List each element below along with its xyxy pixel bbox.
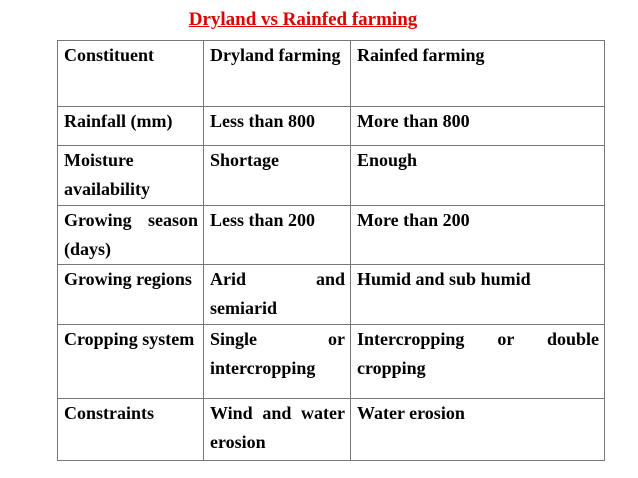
comparison-table: Constituent Dryland farming Rainfed farmin… bbox=[57, 40, 605, 461]
cell: Humid and sub humid bbox=[350, 264, 605, 325]
cell: Cropping system bbox=[57, 324, 204, 399]
table-row: Growing regions Arid and semiarid Humid an… bbox=[57, 264, 605, 325]
cell: Wind and water erosion bbox=[203, 398, 351, 461]
table-row: Constraints Wind and water erosion Water e… bbox=[57, 398, 605, 461]
table-row: Cropping system Single or intercropping In… bbox=[57, 324, 605, 399]
cell: More than 200 bbox=[350, 205, 605, 265]
cell: Growing regions bbox=[57, 264, 204, 325]
cell: Moisture availability bbox=[57, 145, 204, 206]
cell: Shortage bbox=[203, 145, 351, 206]
header-row: Constituent Dryland farming Rainfed farmin… bbox=[57, 40, 605, 107]
header-cell: Dryland farming bbox=[203, 40, 351, 107]
header-cell: Constituent bbox=[57, 40, 204, 107]
header-cell: Rainfed farming bbox=[350, 40, 605, 107]
table-body: Constituent Dryland farming Rainfed farmin… bbox=[57, 40, 605, 461]
title: Dryland vs Rainfed farming bbox=[188, 9, 418, 30]
cell: Single or intercropping bbox=[203, 324, 351, 399]
cell: Less than 800 bbox=[203, 106, 351, 146]
table-row: Rainfall (mm) Less than 800 More than 800 bbox=[57, 106, 605, 146]
cell: Less than 200 bbox=[203, 205, 351, 265]
cell: Intercropping or double cropping bbox=[350, 324, 605, 399]
table-row: Growing season (days) Less than 200 More t… bbox=[57, 205, 605, 265]
table-row: Moisture availability Shortage Enough bbox=[57, 145, 605, 206]
cell: Rainfall (mm) bbox=[57, 106, 204, 146]
cell: Constraints bbox=[57, 398, 204, 461]
cell: Enough bbox=[350, 145, 605, 206]
cell: Growing season (days) bbox=[57, 205, 204, 265]
cell: Water erosion bbox=[350, 398, 605, 461]
cell: Arid and semiarid bbox=[203, 264, 351, 325]
cell: More than 800 bbox=[350, 106, 605, 146]
